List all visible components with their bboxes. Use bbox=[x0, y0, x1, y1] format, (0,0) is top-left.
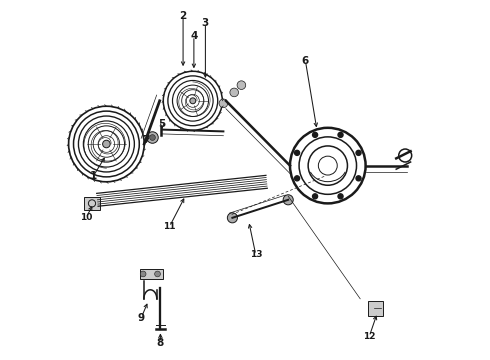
Circle shape bbox=[294, 176, 299, 181]
Circle shape bbox=[294, 150, 299, 156]
Text: 1: 1 bbox=[90, 171, 97, 181]
Circle shape bbox=[190, 98, 196, 104]
Circle shape bbox=[313, 132, 318, 138]
Circle shape bbox=[149, 135, 155, 140]
FancyBboxPatch shape bbox=[368, 301, 383, 316]
Text: 7: 7 bbox=[142, 135, 149, 145]
Circle shape bbox=[147, 132, 158, 143]
Circle shape bbox=[155, 271, 160, 277]
Circle shape bbox=[356, 150, 361, 156]
Circle shape bbox=[237, 81, 245, 90]
Text: 12: 12 bbox=[363, 332, 375, 341]
Circle shape bbox=[219, 99, 228, 108]
Text: 8: 8 bbox=[157, 338, 164, 348]
Text: 10: 10 bbox=[80, 213, 92, 222]
Text: 9: 9 bbox=[138, 312, 145, 323]
Circle shape bbox=[283, 195, 293, 205]
Circle shape bbox=[140, 271, 146, 277]
Text: 11: 11 bbox=[163, 222, 175, 231]
Text: 2: 2 bbox=[179, 11, 187, 21]
Text: 3: 3 bbox=[202, 18, 209, 28]
Circle shape bbox=[313, 194, 318, 199]
Text: 5: 5 bbox=[159, 119, 166, 129]
FancyBboxPatch shape bbox=[140, 269, 163, 279]
Circle shape bbox=[338, 132, 343, 138]
Circle shape bbox=[230, 88, 239, 97]
Circle shape bbox=[102, 140, 110, 148]
Text: 6: 6 bbox=[302, 56, 309, 66]
Circle shape bbox=[338, 194, 343, 199]
Text: 13: 13 bbox=[249, 251, 262, 259]
Circle shape bbox=[356, 176, 361, 181]
FancyBboxPatch shape bbox=[84, 197, 100, 210]
Text: 4: 4 bbox=[190, 31, 197, 41]
Circle shape bbox=[227, 213, 238, 223]
